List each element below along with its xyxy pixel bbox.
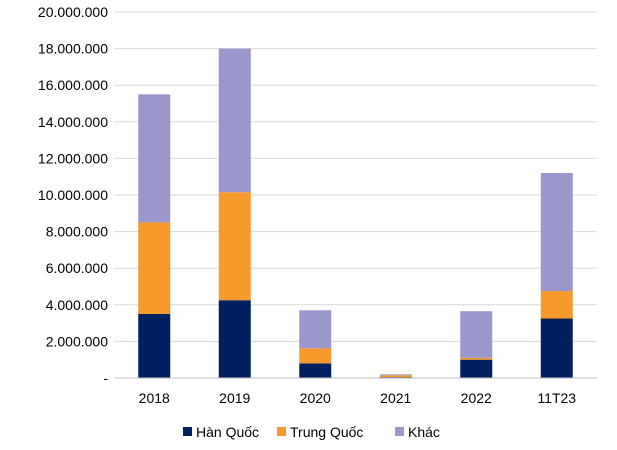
x-tick-label: 2018: [139, 390, 170, 406]
bar-11T23-khác: [540, 173, 573, 292]
bar-2021-trung-quốc: [379, 375, 412, 378]
y-tick-label: 20.000.000: [38, 4, 108, 20]
bar-2019-hàn-quốc: [218, 300, 251, 378]
bar-2019-khác: [218, 48, 251, 193]
x-tick-label: 2021: [380, 390, 411, 406]
bar-2019-trung-quốc: [218, 192, 251, 301]
legend-label: Hàn Quốc: [196, 424, 259, 440]
bar-2020-hàn-quốc: [299, 363, 332, 378]
y-tick-label: 18.000.000: [38, 41, 108, 57]
bar-2022-khác: [460, 311, 493, 358]
y-tick-label: -: [103, 370, 108, 386]
y-axis-tick-labels: - 2.000.000 4.000.000 6.000.000 8.000.000 10.…: [38, 4, 108, 386]
x-tick-label: 2019: [219, 390, 250, 406]
bar-2018-hàn-quốc: [138, 313, 171, 378]
gridlines: [114, 11, 597, 342]
bar-2022-trung-quốc: [460, 357, 493, 360]
bar-11T23-hàn-quốc: [540, 318, 573, 378]
x-tick-label: 2020: [300, 390, 331, 406]
bar-2020-khác: [299, 310, 332, 349]
legend: Hàn Quốc Trung Quốc Khác: [183, 424, 440, 440]
legend-label: Trung Quốc: [290, 424, 363, 440]
y-tick-label: 10.000.000: [38, 187, 108, 203]
y-tick-label: 8.000.000: [46, 224, 108, 240]
x-tick-label: 11T23: [537, 390, 576, 406]
legend-swatch: [277, 427, 286, 436]
legend-swatch: [395, 427, 404, 436]
bar-2018-khác: [138, 94, 171, 223]
y-tick-label: 6.000.000: [46, 260, 108, 276]
bars: [138, 48, 573, 378]
bar-2021-khác: [379, 374, 412, 376]
y-tick-label: 12.000.000: [38, 150, 108, 166]
y-tick-label: 2.000.000: [46, 333, 108, 349]
bar-2018-trung-quốc: [138, 222, 171, 314]
x-axis-tick-labels: 2018 2019 2020 2021 2022 11T23: [139, 390, 577, 406]
y-tick-label: 16.000.000: [38, 77, 108, 93]
bar-2020-trung-quốc: [299, 348, 332, 364]
x-tick-label: 2022: [461, 390, 492, 406]
legend-swatch: [183, 427, 192, 436]
bar-11T23-trung-quốc: [540, 291, 573, 319]
bar-2022-hàn-quốc: [460, 359, 493, 378]
y-tick-label: 4.000.000: [46, 297, 108, 313]
y-tick-label: 14.000.000: [38, 114, 108, 130]
legend-label: Khác: [408, 424, 440, 440]
